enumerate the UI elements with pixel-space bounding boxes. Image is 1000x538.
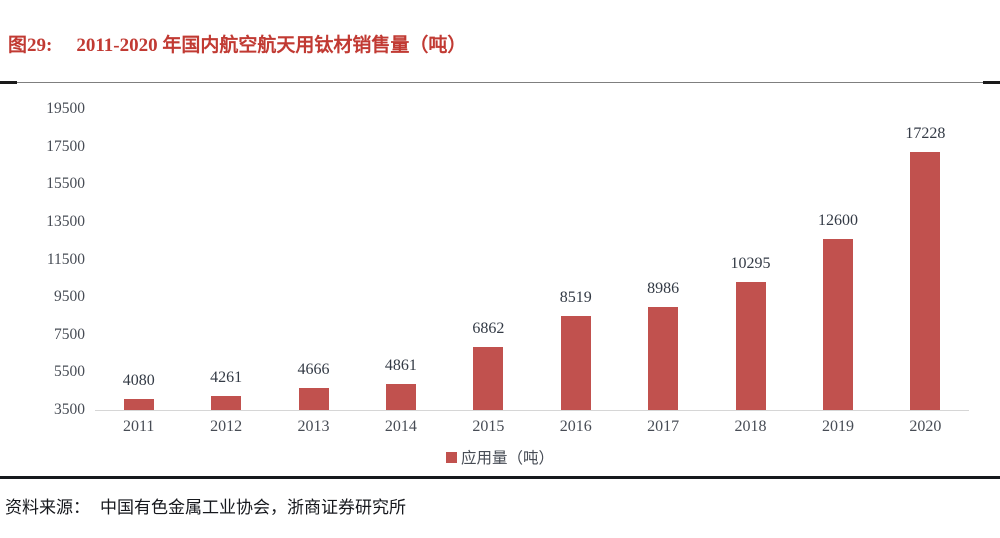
bar [822, 238, 853, 410]
source-text: 中国有色金属工业协会，浙商证券研究所 [100, 498, 406, 517]
bar-slot: 10295 2018 [707, 109, 794, 435]
bar-value-label: 8519 [559, 288, 592, 306]
x-axis-label: 2018 [734, 418, 767, 435]
x-axis-label: 2013 [297, 418, 330, 435]
bar-value-label: 8986 [647, 279, 680, 297]
x-axis-label: 2012 [210, 418, 243, 435]
y-tick-label: 7500 [54, 325, 85, 343]
x-axis-label: 2020 [909, 418, 942, 435]
legend-label: 应用量（吨） [460, 450, 554, 467]
bar-value-label: 10295 [730, 255, 771, 273]
y-tick-label: 15500 [46, 175, 85, 193]
y-axis: 3500 5500 7500 9500 11500 13500 15500 17500 1950… [0, 90, 85, 470]
figure-title-text: 2011-2020 年国内航空航天用钛材销售量（吨） [76, 35, 467, 56]
bar [473, 346, 504, 410]
y-tick-label: 17500 [46, 137, 85, 155]
bar-slot: 17228 2020 [882, 109, 969, 435]
bar [298, 388, 329, 410]
bar-value-label: 4261 [210, 368, 243, 386]
x-axis-label: 2011 [123, 418, 155, 435]
y-tick-label: 3500 [54, 401, 85, 418]
chart-legend: 应用量（吨） [0, 446, 1000, 468]
bar-slot: 8986 2017 [619, 109, 706, 435]
x-axis-label: 2014 [384, 418, 417, 435]
bar-value-label: 12600 [817, 211, 858, 229]
bar-value-label: 17228 [905, 124, 946, 142]
x-axis-label: 2015 [472, 418, 505, 435]
bar [648, 306, 679, 410]
bar-slot: 4080 2011 [95, 109, 182, 435]
figure-title: 图29: 2011-2020 年国内航空航天用钛材销售量（吨） [8, 30, 466, 57]
bar-value-label: 6862 [472, 319, 505, 337]
bar [123, 399, 154, 410]
figure-number-label: 图29: [8, 35, 53, 56]
plot-area: 4080 2011 4261 2012 4666 2013 4861 2014 6862 2015… [95, 109, 969, 435]
header-divider-line [0, 81, 1000, 84]
y-tick-label: 5500 [54, 363, 85, 381]
bar-slot: 12600 2019 [794, 109, 881, 435]
bar-slot: 4666 2013 [270, 109, 357, 435]
y-tick-label: 13500 [46, 212, 85, 230]
bar-value-label: 4080 [122, 372, 155, 390]
bar [560, 315, 591, 410]
bar-slot: 8519 2016 [532, 109, 619, 435]
legend-swatch-icon [445, 451, 457, 463]
y-tick-label: 9500 [54, 288, 85, 306]
bar [211, 395, 242, 410]
source-note: 资料来源： 中国有色金属工业协会，浙商证券研究所 [5, 493, 406, 518]
bar-slot: 4861 2014 [357, 109, 444, 435]
bar-chart: 3500 5500 7500 9500 11500 13500 15500 17500 1950… [0, 90, 1000, 470]
bar-slot: 4261 2012 [182, 109, 269, 435]
y-tick-label: 11500 [46, 250, 85, 268]
bar-slot: 6862 2015 [445, 109, 532, 435]
bar-value-label: 4861 [384, 357, 417, 375]
x-axis-label: 2017 [647, 418, 680, 435]
y-tick-label: 19500 [46, 100, 85, 117]
bar [385, 384, 416, 410]
bar [735, 282, 766, 410]
source-label: 资料来源： [5, 498, 90, 517]
x-axis-label: 2016 [559, 418, 592, 435]
x-axis-label: 2019 [821, 418, 854, 435]
footer-divider-line [0, 476, 1000, 479]
bar [910, 151, 941, 410]
bar-value-label: 4666 [297, 361, 330, 379]
